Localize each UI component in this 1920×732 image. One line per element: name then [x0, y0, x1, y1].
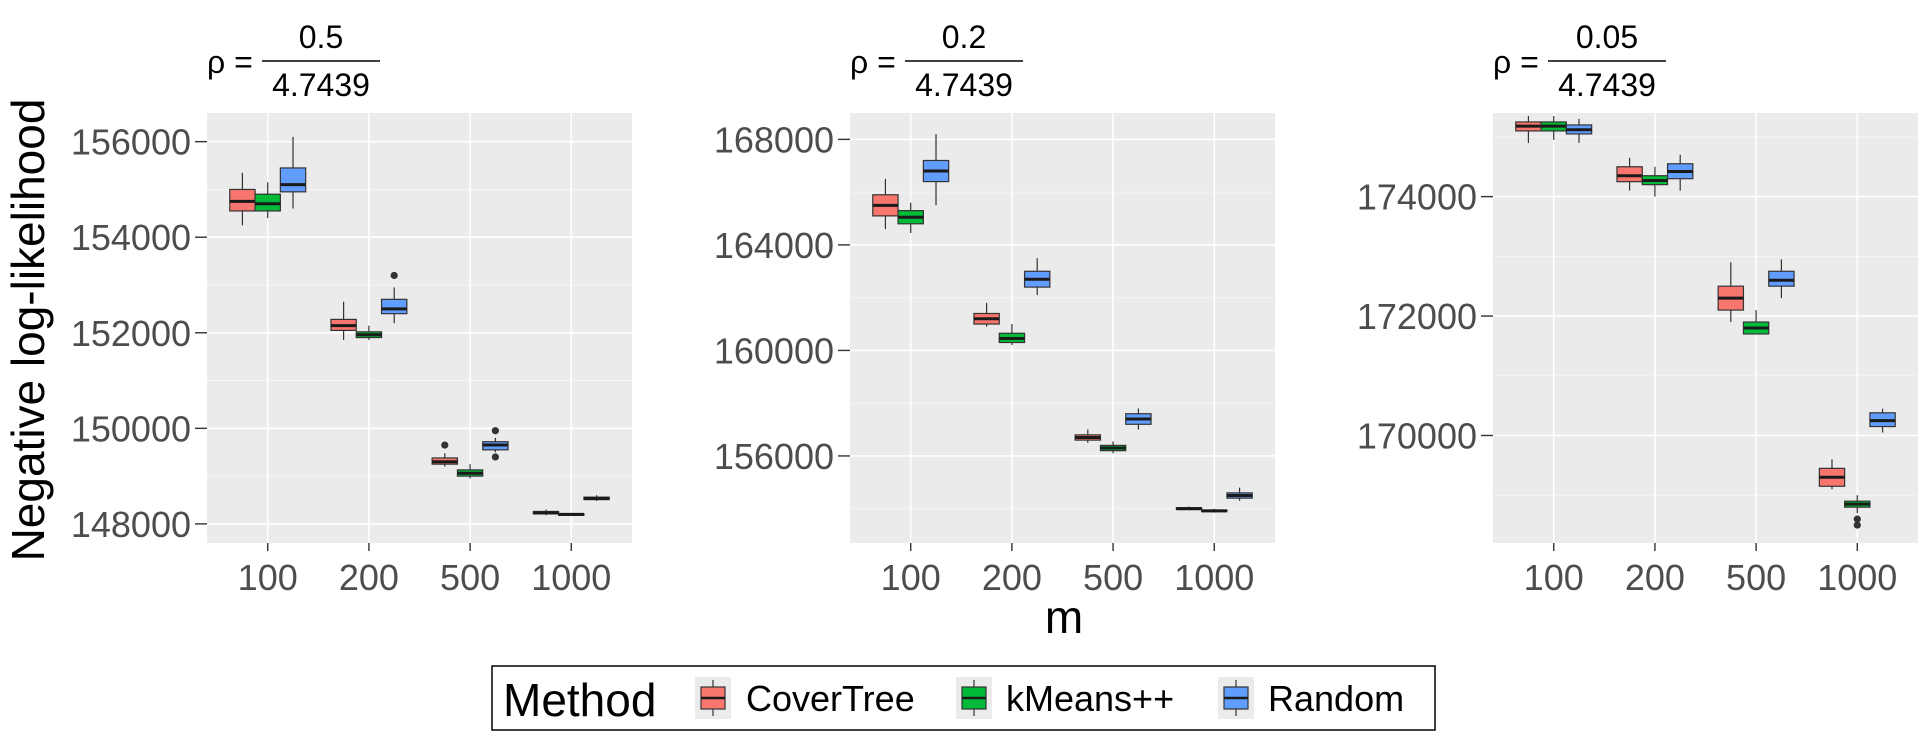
box-random-100 — [1565, 118, 1593, 143]
box-kmeans-1000 — [1844, 495, 1871, 529]
box-kmeans-500 — [1099, 441, 1127, 454]
x-tick-label: 200 — [982, 557, 1042, 598]
legend-label: kMeans++ — [1006, 678, 1174, 719]
x-tick-label: 500 — [440, 557, 500, 598]
outlier-point — [441, 441, 449, 449]
box-covertree-1000 — [1175, 506, 1203, 511]
title-denominator: 4.7439 — [272, 67, 370, 103]
box-random-200 — [1023, 258, 1051, 296]
outlier-point — [491, 427, 499, 435]
box-covertree-200 — [330, 301, 357, 340]
legend-title: Method — [503, 674, 656, 726]
outlier-point — [1853, 515, 1861, 523]
box-covertree-1000 — [532, 509, 560, 516]
x-tick-label: 1000 — [531, 557, 611, 598]
y-tick-label: 164000 — [714, 225, 834, 266]
x-tick-label: 500 — [1726, 557, 1786, 598]
panel-2: 156000 160000 164000 168000 100 200 500 1000 ρ =… — [714, 19, 1275, 598]
box-random-100 — [922, 134, 950, 206]
legend-entry-kmeans: kMeans++ — [956, 677, 1174, 719]
y-axis-title: Negative log-likelihood — [2, 99, 54, 562]
title-numerator: 0.5 — [299, 19, 343, 55]
panel-background — [207, 113, 632, 543]
y-tick-label: 174000 — [1357, 177, 1477, 218]
legend-entry-covertree: CoverTree — [695, 677, 915, 719]
panel-3: 170000 172000 174000 100 200 500 1000 ρ = 0.05 4.… — [1357, 19, 1918, 598]
box-random-200 — [380, 271, 408, 324]
box-covertree-100 — [1515, 115, 1542, 143]
x-axis-title: m — [1045, 591, 1083, 643]
box-kmeans-200 — [1641, 166, 1669, 197]
y-tick-label: 172000 — [1357, 296, 1477, 337]
box-kmeans-100 — [897, 202, 924, 234]
box-kmeans-200 — [998, 324, 1026, 346]
title-numerator: 0.2 — [942, 19, 986, 55]
box-kmeans-500 — [1742, 310, 1770, 335]
x-tick-label: 1000 — [1817, 557, 1897, 598]
panel-title: ρ = 0.2 4.7439 — [850, 19, 1023, 103]
x-tick-label: 100 — [1524, 557, 1584, 598]
box-kmeans-500 — [456, 464, 484, 479]
panel-1: 148000 150000 152000 154000 156000 100 200 500 1… — [71, 19, 632, 598]
y-tick-label: 160000 — [714, 330, 834, 371]
outlier-point — [491, 453, 499, 461]
title-denominator: 4.7439 — [1558, 67, 1656, 103]
box-covertree-100 — [229, 172, 256, 226]
panel-title: ρ = 0.05 4.7439 — [1493, 19, 1666, 103]
title-prefix: ρ = — [850, 44, 896, 80]
box-covertree-200 — [973, 302, 1000, 327]
legend-label: CoverTree — [746, 678, 915, 719]
panel-background — [850, 113, 1275, 543]
outlier-point — [390, 271, 398, 280]
x-tick-label: 100 — [238, 557, 298, 598]
legend-label: Random — [1268, 678, 1404, 719]
legend-entry-random: Random — [1218, 677, 1404, 719]
box-covertree-500 — [1074, 429, 1102, 443]
box-kmeans-1000 — [558, 512, 585, 516]
title-numerator: 0.05 — [1576, 19, 1638, 55]
y-tick-label: 154000 — [71, 217, 191, 258]
panel-background — [1493, 113, 1918, 543]
box-covertree-200 — [1616, 157, 1643, 191]
box-body — [279, 167, 307, 193]
y-tick-label: 148000 — [71, 504, 191, 545]
box-covertree-500 — [1717, 262, 1745, 323]
box-body — [380, 298, 408, 315]
y-tick-label: 170000 — [1357, 416, 1477, 457]
box-kmeans-200 — [355, 325, 383, 340]
panel-title: ρ = 0.5 4.7439 — [207, 19, 380, 103]
title-denominator: 4.7439 — [915, 67, 1013, 103]
title-prefix: ρ = — [1493, 44, 1539, 80]
box-covertree-1000 — [1818, 459, 1846, 490]
legend: Method CoverTree kMeans++ Random — [491, 665, 1436, 731]
box-kmeans-100 — [254, 182, 281, 219]
box-random-500 — [1125, 408, 1152, 430]
legend-keys: CoverTree kMeans++ Random — [695, 677, 1404, 719]
box-kmeans-1000 — [1201, 508, 1228, 513]
box-covertree-100 — [872, 178, 899, 230]
x-tick-label: 200 — [339, 557, 399, 598]
y-tick-label: 156000 — [714, 436, 834, 477]
box-random-1000 — [1869, 408, 1896, 433]
box-covertree-500 — [431, 441, 459, 467]
y-tick-label: 168000 — [714, 119, 834, 160]
y-tick-label: 156000 — [71, 122, 191, 163]
box-random-100 — [279, 136, 307, 209]
y-tick-label: 152000 — [71, 313, 191, 354]
box-random-500 — [482, 427, 509, 461]
x-tick-label: 500 — [1083, 557, 1143, 598]
outlier-point — [1853, 521, 1861, 529]
box-random-1000 — [1226, 487, 1253, 501]
box-random-200 — [1666, 154, 1694, 191]
x-tick-label: 200 — [1625, 557, 1685, 598]
y-tick-label: 150000 — [71, 408, 191, 449]
box-random-500 — [1768, 259, 1795, 299]
x-tick-label: 1000 — [1174, 557, 1254, 598]
x-tick-label: 100 — [881, 557, 941, 598]
box-random-1000 — [583, 495, 610, 501]
title-prefix: ρ = — [207, 44, 253, 80]
